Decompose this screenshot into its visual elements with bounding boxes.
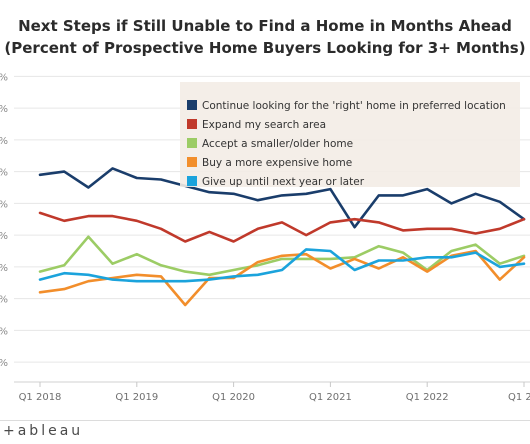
y-tick-label: % bbox=[0, 231, 8, 242]
series-line bbox=[38, 248, 526, 283]
y-tick-label: % bbox=[0, 104, 8, 115]
legend-label: Accept a smaller/older home bbox=[202, 138, 353, 150]
legend-swatch bbox=[187, 138, 197, 148]
y-tick-label: % bbox=[0, 72, 8, 83]
y-tick-label: % bbox=[0, 199, 8, 210]
legend-label: Give up until next year or later bbox=[202, 176, 365, 188]
legend-label: Buy a more expensive home bbox=[202, 157, 352, 169]
x-tick-label: Q1 2018 bbox=[19, 392, 62, 403]
series-line bbox=[38, 167, 526, 229]
y-tick-label: % bbox=[0, 358, 8, 369]
x-tick-label: Q1 2021 bbox=[309, 392, 352, 403]
x-tick-label: Q1 20 bbox=[508, 392, 530, 403]
legend-swatch bbox=[187, 119, 197, 129]
legend-label: Continue looking for the 'right' home in… bbox=[202, 100, 506, 112]
x-tick-label: Q1 2020 bbox=[212, 392, 255, 403]
series-line bbox=[38, 211, 526, 243]
chart-subtitle: (Percent of Prospective Home Buyers Look… bbox=[4, 39, 526, 57]
x-tick-label: Q1 2022 bbox=[406, 392, 449, 403]
legend-swatch bbox=[187, 100, 197, 110]
tableau-logo[interactable]: +ableau bbox=[3, 423, 84, 439]
y-tick-label: % bbox=[0, 168, 8, 179]
y-tick-label: % bbox=[0, 295, 8, 306]
legend-label: Expand my search area bbox=[202, 119, 326, 131]
legend-swatch bbox=[187, 157, 197, 167]
y-tick-label: % bbox=[0, 326, 8, 337]
legend-box bbox=[180, 82, 520, 187]
chart-title: Next Steps if Still Unable to Find a Hom… bbox=[18, 17, 512, 35]
y-tick-label: % bbox=[0, 263, 8, 274]
y-tick-label: % bbox=[0, 136, 8, 147]
series-line bbox=[38, 249, 526, 307]
x-tick-label: Q1 2019 bbox=[115, 392, 158, 403]
footer-bar: +ableau bbox=[0, 420, 530, 444]
line-chart: %%%%%%%%%% Q1 2018 Q1 2019 Q1 2020 Q1 2021 Q1… bbox=[0, 72, 530, 403]
legend-swatch bbox=[187, 176, 197, 186]
